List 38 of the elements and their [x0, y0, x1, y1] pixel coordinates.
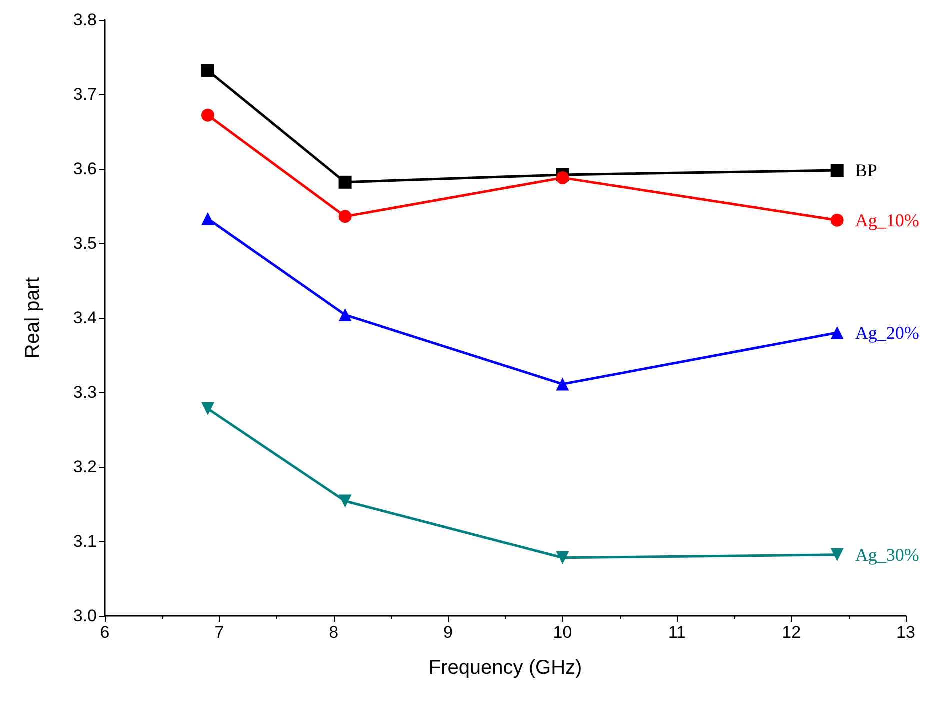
x-tick-label: 8: [329, 623, 339, 642]
point: [830, 214, 844, 227]
series-label: Ag_20%: [855, 322, 920, 343]
point: [830, 548, 844, 562]
point: [556, 378, 570, 391]
point: [830, 326, 844, 340]
x-tick-label: 6: [100, 623, 110, 642]
series-label: Ag_30%: [855, 544, 920, 565]
y-tick-label: 3.5: [73, 234, 97, 253]
point: [338, 308, 352, 322]
y-tick-label: 3.7: [73, 85, 97, 104]
point: [830, 164, 844, 177]
x-tick-label: 13: [896, 623, 916, 642]
y-tick-label: 3.1: [73, 532, 97, 551]
y-axis-title: Real part: [22, 276, 44, 359]
point: [201, 64, 214, 78]
series-label: Ag_10%: [855, 210, 920, 230]
point: [556, 551, 570, 564]
y-tick-label: 3.8: [73, 10, 97, 30]
point: [338, 176, 352, 189]
y-tick-label: 3.0: [73, 606, 97, 626]
y-tick-label: 3.2: [73, 458, 97, 476]
series-label: BP: [855, 160, 878, 180]
x-tick-label: 7: [214, 623, 224, 642]
y-tick-label: 3.6: [73, 160, 97, 178]
x-tick-label: 12: [782, 623, 802, 642]
x-tick-label: 9: [444, 623, 454, 642]
point: [338, 210, 352, 224]
point: [202, 108, 214, 122]
x-tick-label: 10: [553, 623, 572, 642]
x-axis-title: Frequency (GHz): [428, 657, 582, 679]
y-tick-label: 3.3: [73, 383, 97, 402]
point: [201, 402, 214, 416]
point: [556, 171, 570, 184]
y-tick-label: 3.4: [73, 308, 97, 328]
x-tick-label: 11: [668, 623, 686, 642]
point: [201, 212, 214, 226]
point: [338, 494, 352, 508]
